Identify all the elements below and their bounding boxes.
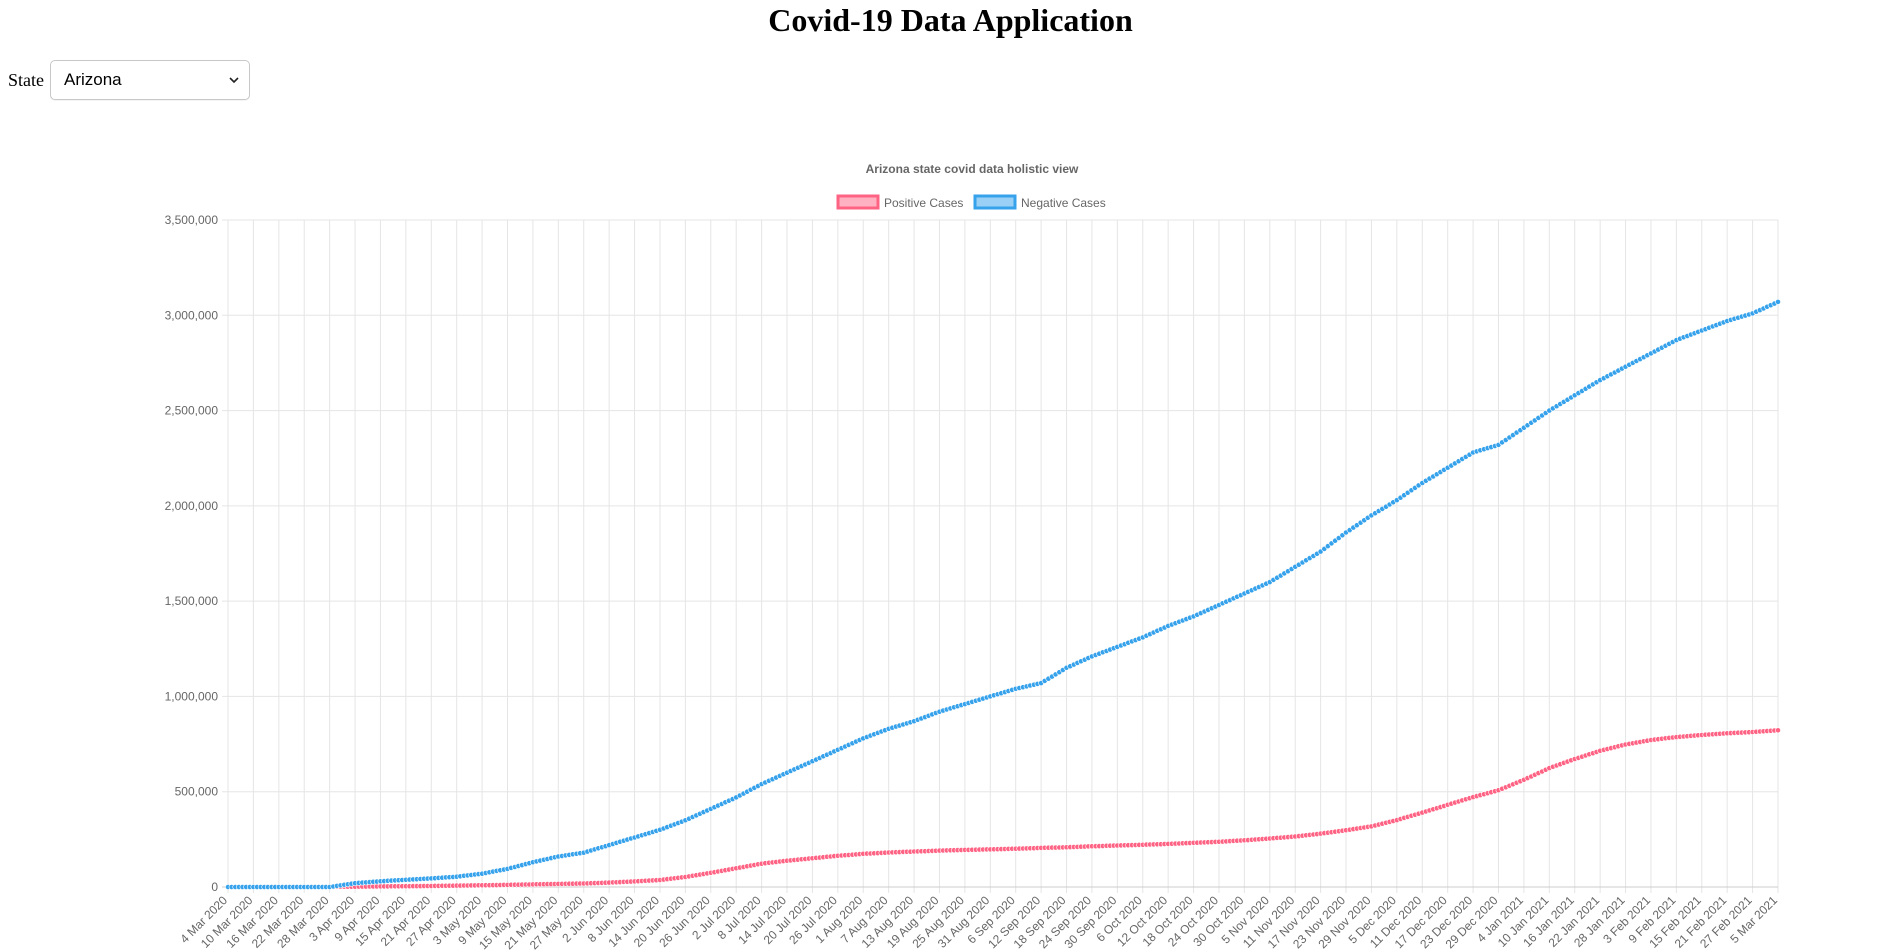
chart-title: Arizona state covid data holistic view: [866, 162, 1079, 176]
data-point[interactable]: [1775, 727, 1781, 734]
series-0: [225, 727, 1781, 890]
series-1: [225, 298, 1781, 890]
y-tick-label: 3,500,000: [165, 213, 219, 227]
vertical-gridlines: [227, 220, 1779, 893]
legend-swatch-positive: [836, 194, 880, 210]
page-title: Covid-19 Data Application: [768, 2, 1133, 38]
series-line: [228, 300, 1779, 888]
state-select-value: Arizona: [64, 70, 122, 89]
y-tick-label: 2,000,000: [165, 499, 219, 513]
y-tick-label: 3,000,000: [165, 308, 219, 322]
state-selector-row: State Arizona: [8, 60, 250, 100]
covid-line-chart: Arizona state covid data holistic view P…: [165, 162, 1781, 950]
legend-item-negative[interactable]: Negative Cases: [973, 194, 1106, 210]
legend-label-positive: Positive Cases: [884, 196, 963, 210]
y-tick-label: 500,000: [175, 785, 219, 799]
y-tick-label: 1,000,000: [165, 689, 219, 703]
data-point[interactable]: [1775, 298, 1781, 305]
y-axis-ticks: 0 500,000 1,000,000 1,500,000 2,000,000 2,500…: [165, 213, 219, 894]
series-line: [228, 729, 1779, 888]
legend-swatch-negative: [973, 194, 1017, 210]
chevron-down-icon: [229, 77, 239, 84]
legend-label-negative: Negative Cases: [1021, 196, 1106, 210]
horizontal-gridlines: [222, 219, 1778, 888]
state-select[interactable]: Arizona: [50, 60, 250, 100]
series-layer: [225, 298, 1781, 890]
legend-item-positive[interactable]: Positive Cases: [836, 194, 963, 210]
state-label: State: [8, 69, 44, 90]
y-tick-label: 1,500,000: [165, 594, 219, 608]
legend: Positive Cases Negative Cases: [836, 194, 1106, 210]
y-tick-label: 0: [211, 880, 218, 894]
y-tick-label: 2,500,000: [165, 404, 219, 418]
